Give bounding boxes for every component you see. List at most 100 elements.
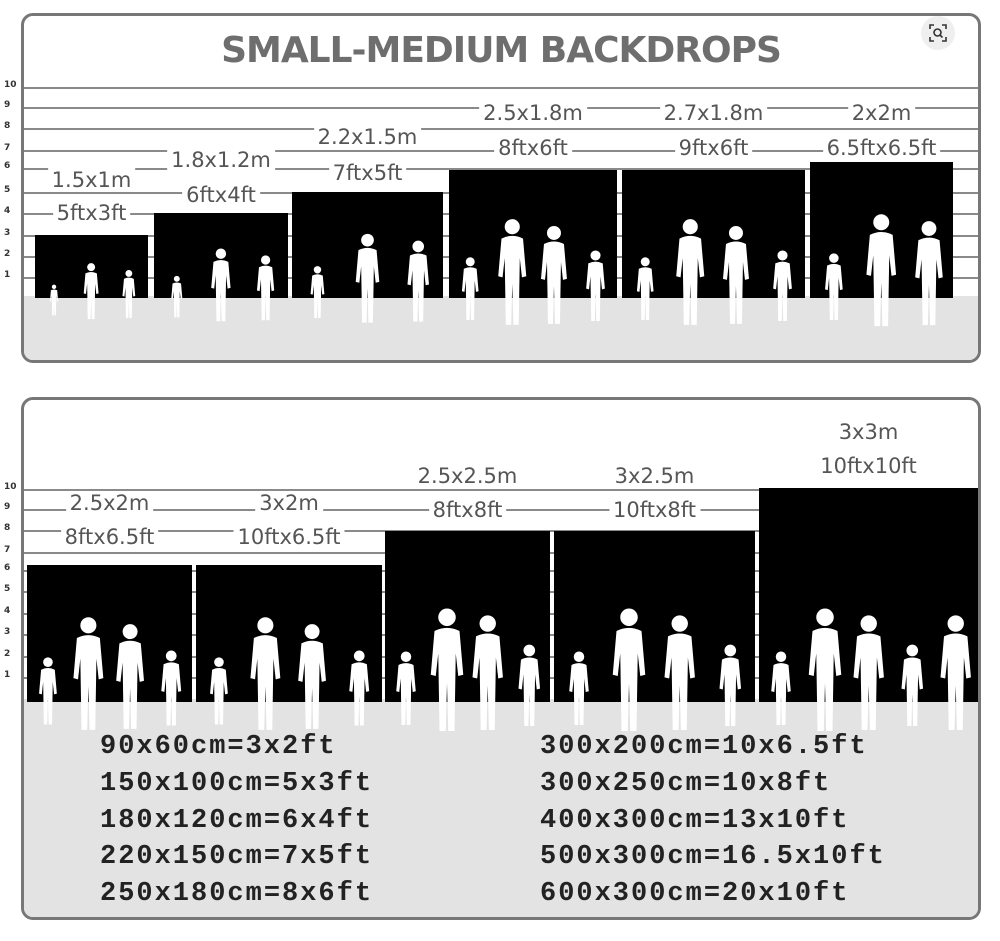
size-conversion-text: 300x250cm=10x8ft [540, 769, 832, 799]
large-backdrops-panel: 2.5x2m 8ftx6.5ft 3x2m 10ftx6.5ft 2.5x2.5m 8ft… [21, 397, 981, 920]
scale-tick-label: 5 [4, 584, 11, 594]
scale-tick-label: 4 [4, 206, 11, 216]
person-silhouette-icon [915, 220, 943, 325]
person-silhouette-icon [719, 644, 741, 726]
scale-tick-label: 4 [4, 606, 11, 616]
size-conversion-text: 220x150cm=7x5ft [100, 842, 374, 872]
grid-line [24, 128, 978, 130]
size-metric-label: 3x2m [255, 491, 323, 515]
person-silhouette-icon [636, 256, 654, 320]
person-silhouette-icon [518, 644, 541, 726]
person-silhouette-icon [355, 234, 380, 323]
person-silhouette-icon [771, 651, 791, 725]
size-imperial-label: 10ftx6.5ft [233, 525, 345, 549]
person-silhouette-icon [38, 657, 57, 725]
person-silhouette-icon [866, 213, 897, 326]
person-silhouette-icon [824, 253, 843, 321]
size-conversion-text: 400x300cm=13x10ft [540, 806, 850, 836]
person-silhouette-icon [472, 615, 504, 731]
scale-tick-label: 3 [4, 228, 11, 238]
size-metric-label: 2.5x1.8m [479, 101, 587, 125]
person-silhouette-icon [122, 269, 136, 318]
scale-tick-label: 6 [4, 563, 11, 573]
grid-line [24, 489, 978, 491]
scale-tick-label: 1 [4, 270, 11, 280]
size-conversion-text: 150x100cm=5x3ft [100, 769, 374, 799]
person-silhouette-icon [161, 650, 182, 726]
person-silhouette-icon [84, 262, 99, 319]
zoom-button[interactable] [921, 16, 955, 50]
scale-tick-label: 9 [4, 100, 11, 110]
scale-tick-label: 8 [4, 523, 11, 533]
person-silhouette-icon [940, 615, 972, 731]
scale-tick-label: 5 [4, 185, 11, 195]
size-imperial-label: 10ftx10ft [816, 454, 921, 478]
person-silhouette-icon [49, 284, 58, 316]
size-imperial-label: 9ftx6ft [674, 136, 753, 160]
scale-tick-label: 7 [4, 545, 11, 555]
person-silhouette-icon [664, 615, 695, 731]
size-conversion-text: 300x200cm=10x6.5ft [540, 732, 868, 762]
size-metric-label: 1.5x1m [47, 168, 136, 192]
size-conversion-text: 600x300cm=20x10ft [540, 879, 850, 909]
scale-tick-label: 6 [4, 161, 11, 171]
person-silhouette-icon [676, 219, 705, 325]
person-silhouette-icon [348, 650, 369, 726]
person-silhouette-icon [310, 266, 325, 319]
scale-tick-label: 10 [4, 80, 17, 90]
scale-tick-label: 7 [4, 143, 11, 153]
person-silhouette-icon [210, 657, 229, 725]
person-silhouette-icon [257, 254, 275, 320]
scale-tick-label: 10 [4, 482, 17, 492]
size-conversion-text: 250x180cm=8x6ft [100, 879, 374, 909]
scale-tick-label: 8 [4, 121, 11, 131]
person-silhouette-icon [211, 248, 231, 321]
person-silhouette-icon [853, 615, 884, 731]
small-medium-backdrops-panel: SMALL-MEDIUM BACKDROPS 1.5x1m 5ftx3ft 1.8x… [21, 13, 981, 363]
person-silhouette-icon [808, 608, 841, 731]
size-imperial-label: 5ftx3ft [52, 201, 131, 225]
size-metric-label: 1.8x1.2m [167, 148, 275, 172]
size-imperial-label: 8ftx6.5ft [60, 525, 159, 549]
grid-line [24, 87, 978, 89]
person-silhouette-icon [723, 226, 750, 324]
size-imperial-label: 8ftx8ft [428, 498, 507, 522]
scale-tick-label: 2 [4, 249, 11, 259]
size-metric-label: 2.5x2.5m [413, 464, 522, 488]
person-silhouette-icon [613, 608, 646, 731]
size-imperial-label: 7ftx5ft [328, 161, 407, 185]
chart-title: SMALL-MEDIUM BACKDROPS [221, 30, 782, 71]
person-silhouette-icon [73, 617, 104, 730]
size-conversion-text: 180x120cm=6x4ft [100, 806, 374, 836]
size-imperial-label: 8ftx6ft [494, 136, 572, 160]
size-conversion-text: 90x60cm=3x2ft [100, 732, 337, 762]
person-silhouette-icon [395, 651, 416, 725]
size-metric-label: 2x2m [847, 101, 916, 125]
person-silhouette-icon [170, 275, 182, 318]
size-conversion-text: 500x300cm=16.5x10ft [540, 842, 886, 872]
size-imperial-label: 6.5ftx6.5ft [822, 136, 941, 160]
zoom-lens-icon [929, 24, 947, 42]
person-silhouette-icon [586, 250, 606, 321]
person-silhouette-icon [430, 608, 464, 731]
size-metric-label: 2.7x1.8m [659, 101, 768, 125]
person-silhouette-icon [569, 651, 589, 725]
person-silhouette-icon [116, 624, 144, 729]
person-silhouette-icon [772, 250, 792, 321]
person-silhouette-icon [407, 240, 429, 322]
person-silhouette-icon [541, 226, 567, 324]
size-metric-label: 3x3m [834, 420, 903, 444]
scale-tick-label: 9 [4, 502, 11, 512]
ground [24, 699, 978, 917]
ground [24, 296, 978, 360]
size-metric-label: 3x2.5m [610, 464, 699, 488]
grid-line [24, 168, 978, 170]
person-silhouette-icon [250, 617, 281, 730]
person-silhouette-icon [461, 256, 479, 320]
scale-tick-label: 3 [4, 627, 11, 637]
person-silhouette-icon [298, 624, 327, 729]
size-metric-label: 2.2x1.5m [313, 125, 422, 149]
size-imperial-label: 6ftx4ft [182, 183, 260, 207]
size-metric-label: 2.5x2m [65, 491, 154, 515]
person-silhouette-icon [497, 219, 526, 325]
